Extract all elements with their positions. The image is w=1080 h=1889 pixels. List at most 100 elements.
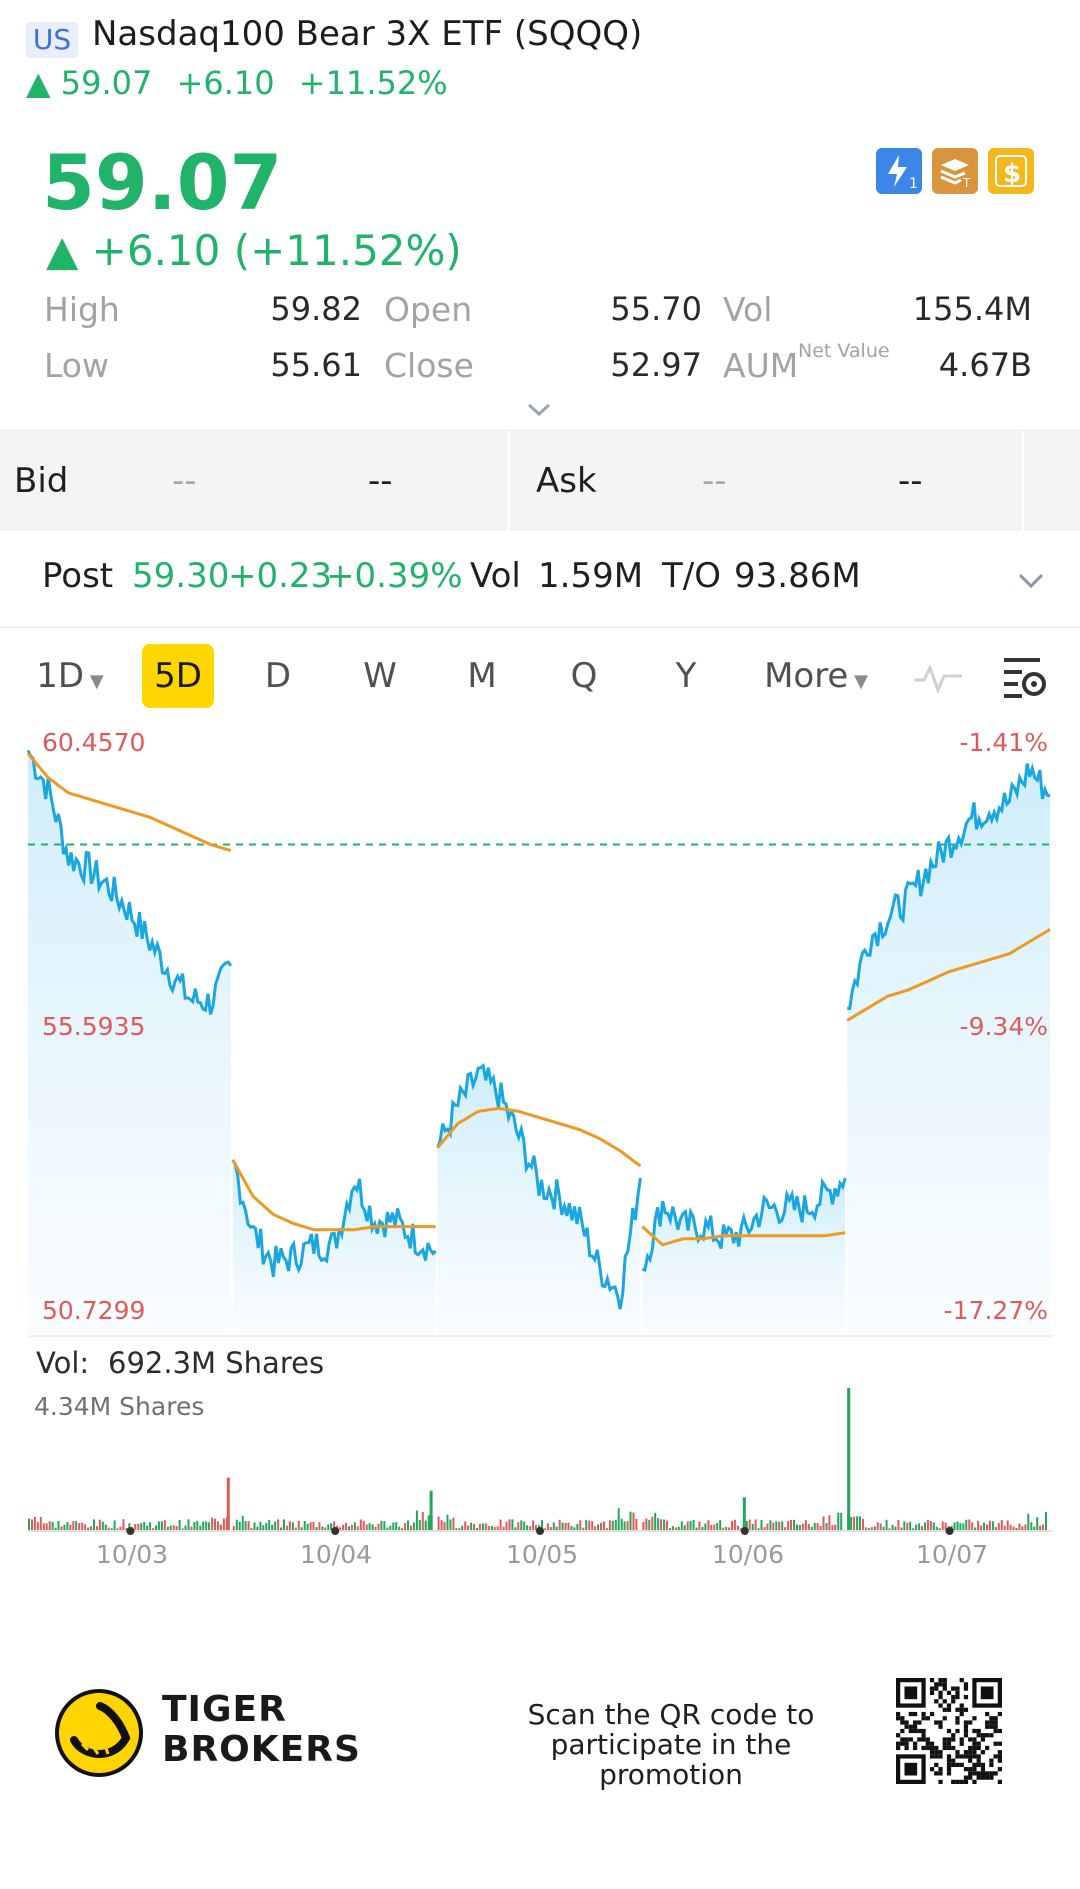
svg-text:T: T — [962, 176, 971, 190]
volume-bar — [983, 1522, 985, 1530]
volume-bar — [291, 1522, 294, 1530]
volume-bar — [719, 1520, 722, 1530]
tab-more[interactable]: More ▼ — [756, 644, 876, 708]
post-to: 93.86M — [734, 556, 861, 596]
volume-bar — [421, 1512, 424, 1530]
volume-bar — [561, 1522, 564, 1530]
header-change-pct: +11.52% — [298, 64, 448, 102]
price-axis-top: 60.4570 — [42, 728, 146, 757]
date-tick-dot-1 — [331, 1527, 340, 1535]
volume-bar — [134, 1524, 137, 1530]
expand-chevron-icon[interactable] — [524, 398, 554, 426]
volume-bar — [1021, 1526, 1024, 1530]
dropdown-caret-icon: ▼ — [848, 671, 868, 692]
volume-bar — [819, 1525, 822, 1530]
date-label-0: 10/03 — [96, 1540, 169, 1569]
volume-bar — [745, 1520, 748, 1530]
volume-bar — [424, 1520, 427, 1530]
bid-size: -- — [368, 461, 393, 501]
volume-bar — [119, 1526, 122, 1530]
volume-bar — [104, 1524, 107, 1530]
volume-bar — [87, 1527, 90, 1530]
post-change: +0.23 — [228, 556, 333, 596]
post-market-row[interactable]: Post 59.30 +0.23 +0.39% Vol 1.59M T/O 93… — [0, 530, 1080, 628]
close-value: 52.97 — [610, 346, 702, 384]
stack-t-icon[interactable]: T — [932, 148, 978, 194]
volume-bar — [493, 1527, 496, 1530]
tab-q[interactable]: Q — [570, 656, 598, 696]
tab-1d[interactable]: 1D ▼ — [30, 644, 110, 708]
volume-bar — [286, 1525, 288, 1530]
volume-bar — [549, 1527, 552, 1530]
volume-spike-bar-1 — [429, 1490, 433, 1530]
volume-bar — [137, 1523, 140, 1530]
intraday-price-chart[interactable] — [0, 730, 1080, 1340]
volume-bar — [885, 1519, 888, 1530]
post-price: 59.30 — [132, 556, 230, 596]
volume-bar — [891, 1525, 894, 1530]
volume-bar — [894, 1526, 897, 1530]
volume-bar — [859, 1516, 861, 1530]
volume-bar — [879, 1523, 882, 1530]
volume-bar — [576, 1523, 579, 1530]
volume-bar — [828, 1515, 831, 1530]
volume-bar — [677, 1526, 680, 1530]
volume-bar — [321, 1526, 324, 1530]
chart-settings-icon[interactable] — [1000, 654, 1048, 704]
tab-more-label: More — [764, 656, 849, 696]
volume-bar — [75, 1521, 78, 1530]
volume-bar — [45, 1523, 48, 1530]
volume-bar — [202, 1521, 205, 1530]
volume-bar — [692, 1519, 695, 1530]
volume-bar — [870, 1527, 873, 1530]
volume-bar — [778, 1521, 781, 1530]
volume-bar — [69, 1524, 72, 1530]
volume-bar — [303, 1521, 306, 1530]
volume-bar — [110, 1528, 113, 1530]
indicator-wave-icon[interactable] — [912, 658, 964, 700]
volume-bar — [971, 1522, 974, 1530]
volume-chart[interactable] — [0, 1380, 1080, 1540]
promo-line-1: Scan the QR code to — [527, 1698, 815, 1731]
volume-bar — [620, 1518, 623, 1530]
dollar-icon[interactable]: $ — [988, 148, 1034, 194]
volume-bar — [926, 1519, 929, 1530]
volume-bar — [464, 1521, 467, 1530]
volume-bar — [731, 1520, 733, 1530]
tab-m[interactable]: M — [467, 656, 497, 696]
volume-bar — [953, 1522, 956, 1530]
volume-bar — [514, 1527, 517, 1530]
tab-y[interactable]: Y — [675, 656, 697, 696]
promo-qr-code[interactable] — [896, 1678, 1002, 1784]
volume-bar — [461, 1525, 464, 1530]
volume-bar — [614, 1519, 617, 1530]
volume-bar — [496, 1526, 499, 1530]
volume-bar — [122, 1519, 125, 1530]
lightning-1-icon[interactable]: 1 — [876, 148, 922, 194]
volume-bar — [1000, 1520, 1003, 1530]
volume-bar — [710, 1525, 713, 1530]
volume-bar — [918, 1523, 921, 1530]
volume-bar — [1015, 1528, 1018, 1530]
volume-bar — [707, 1520, 710, 1530]
volume-bar — [401, 1528, 404, 1530]
tab-d[interactable]: D — [264, 656, 292, 696]
volume-bar — [698, 1521, 701, 1530]
volume-bar — [629, 1511, 632, 1530]
tab-5d[interactable]: 5D — [142, 644, 214, 708]
volume-bar — [804, 1520, 807, 1530]
tab-w[interactable]: W — [363, 656, 397, 696]
volume-bar — [1003, 1525, 1006, 1530]
volume-bar — [143, 1522, 146, 1530]
volume-bar — [912, 1528, 915, 1530]
volume-bar — [924, 1522, 926, 1530]
pct-axis-top: -1.41% — [959, 728, 1048, 757]
header-quote: ▲ 59.07 +6.10 +11.52% — [26, 64, 448, 102]
volume-bar — [128, 1523, 131, 1530]
volume-bar — [166, 1526, 169, 1530]
volume-bar — [725, 1526, 728, 1530]
volume-bar — [481, 1523, 484, 1530]
price-area-day-2 — [437, 1065, 641, 1334]
volume-bar — [211, 1517, 214, 1530]
post-chevron-icon[interactable] — [1016, 562, 1046, 602]
